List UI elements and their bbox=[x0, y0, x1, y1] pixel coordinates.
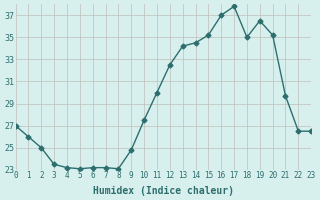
X-axis label: Humidex (Indice chaleur): Humidex (Indice chaleur) bbox=[93, 186, 234, 196]
